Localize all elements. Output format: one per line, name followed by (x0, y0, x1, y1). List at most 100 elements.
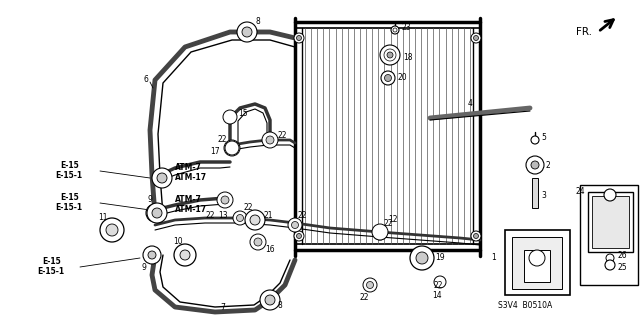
Circle shape (531, 136, 539, 144)
Circle shape (296, 36, 301, 41)
Text: 8: 8 (278, 301, 283, 310)
Bar (592, 196, 629, 248)
Text: 9: 9 (142, 262, 147, 271)
Circle shape (143, 246, 161, 264)
Circle shape (148, 251, 156, 259)
Bar (532, 178, 538, 208)
Text: 1: 1 (491, 253, 496, 262)
Circle shape (245, 210, 265, 230)
Text: 18: 18 (403, 53, 413, 62)
Text: 22: 22 (205, 211, 214, 220)
Text: 22: 22 (383, 219, 392, 228)
Circle shape (471, 33, 481, 43)
Circle shape (250, 234, 266, 250)
Text: ATM-17: ATM-17 (175, 173, 207, 182)
Circle shape (605, 260, 615, 270)
Text: 13: 13 (218, 211, 228, 220)
Text: 14: 14 (432, 291, 442, 300)
Text: 22: 22 (360, 293, 369, 302)
Text: 24: 24 (575, 188, 584, 196)
Circle shape (393, 28, 397, 32)
Text: 11: 11 (98, 213, 108, 222)
Circle shape (385, 75, 392, 82)
Text: 4: 4 (468, 99, 473, 108)
Circle shape (242, 27, 252, 37)
Circle shape (474, 36, 479, 41)
Circle shape (180, 250, 190, 260)
Circle shape (174, 244, 196, 266)
Text: ATM-7: ATM-7 (175, 164, 202, 172)
Circle shape (604, 189, 616, 201)
Circle shape (157, 173, 167, 183)
Circle shape (410, 246, 434, 270)
Circle shape (100, 218, 124, 242)
Text: 2: 2 (546, 161, 551, 170)
Text: 7: 7 (220, 303, 225, 313)
Text: E-15-1: E-15-1 (55, 171, 82, 180)
Bar (524, 250, 550, 282)
Circle shape (367, 282, 374, 289)
Text: FR.: FR. (576, 27, 592, 37)
Circle shape (291, 221, 298, 228)
Circle shape (151, 209, 159, 217)
Circle shape (387, 52, 393, 58)
Circle shape (529, 250, 545, 266)
Text: 12: 12 (388, 215, 397, 225)
Circle shape (381, 71, 395, 85)
Text: 22: 22 (278, 132, 287, 140)
Circle shape (223, 110, 237, 124)
Text: 16: 16 (265, 245, 275, 254)
Circle shape (221, 196, 229, 204)
Circle shape (294, 231, 304, 241)
Circle shape (266, 136, 274, 144)
Circle shape (152, 208, 162, 218)
Text: 19: 19 (435, 253, 445, 262)
Text: E-15: E-15 (60, 161, 79, 170)
Circle shape (526, 156, 544, 174)
Circle shape (224, 140, 240, 156)
Circle shape (254, 238, 262, 246)
Circle shape (217, 192, 233, 208)
Circle shape (106, 224, 118, 236)
Circle shape (380, 45, 400, 65)
Bar (512, 237, 562, 289)
Text: S3V4  B0510A: S3V4 B0510A (498, 300, 552, 309)
Text: E-15-1: E-15-1 (55, 203, 82, 212)
Circle shape (363, 278, 377, 292)
Text: 15: 15 (238, 108, 248, 117)
Circle shape (228, 144, 236, 152)
Text: ATM-7: ATM-7 (175, 196, 202, 204)
Circle shape (237, 22, 257, 42)
Circle shape (372, 224, 388, 240)
Text: E-15: E-15 (60, 193, 79, 202)
Bar (588, 192, 633, 252)
Text: 22: 22 (298, 211, 307, 220)
Circle shape (294, 33, 304, 43)
Text: 23: 23 (401, 23, 411, 33)
Circle shape (146, 204, 164, 222)
Circle shape (471, 231, 481, 241)
Text: 6: 6 (143, 76, 148, 84)
Text: E-15: E-15 (42, 258, 61, 267)
Text: 5: 5 (541, 132, 546, 141)
Text: 3: 3 (541, 190, 546, 199)
Circle shape (262, 132, 278, 148)
Circle shape (606, 254, 614, 262)
Text: 22: 22 (243, 204, 253, 212)
Text: 8: 8 (256, 18, 260, 27)
Circle shape (152, 168, 172, 188)
Circle shape (474, 234, 479, 238)
Circle shape (260, 290, 280, 310)
Text: 22: 22 (433, 281, 442, 290)
Circle shape (416, 252, 428, 264)
Text: 17: 17 (210, 148, 220, 156)
Circle shape (265, 295, 275, 305)
Circle shape (373, 226, 387, 240)
Circle shape (288, 218, 302, 232)
Circle shape (233, 211, 247, 225)
Text: 21: 21 (263, 211, 273, 220)
Bar (580, 185, 638, 285)
Circle shape (434, 276, 446, 288)
Circle shape (384, 49, 396, 61)
Text: 9: 9 (148, 196, 153, 204)
